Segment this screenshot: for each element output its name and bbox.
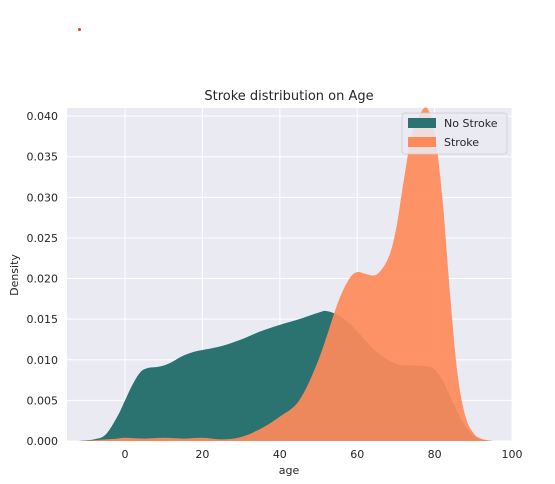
legend-swatch-no-stroke (408, 118, 436, 128)
marker-dot (78, 28, 81, 31)
stroke-area (78, 107, 493, 441)
x-tick-label: 20 (195, 448, 209, 461)
legend-swatch-stroke (408, 137, 436, 147)
legend-label-stroke: Stroke (444, 136, 479, 149)
x-tick-label: 0 (122, 448, 129, 461)
y-tick-label: 0.000 (27, 435, 59, 448)
x-axis-label: age (279, 464, 300, 477)
x-tick-label: 100 (502, 448, 523, 461)
legend: No Stroke Stroke (401, 112, 508, 155)
x-tick-label: 80 (428, 448, 442, 461)
y-tick-label: 0.040 (27, 110, 59, 123)
legend-label-no-stroke: No Stroke (444, 117, 498, 130)
y-tick-labels: 0.000 0.005 0.010 0.015 0.020 0.025 0.030 0.035… (27, 110, 59, 448)
x-tick-label: 40 (273, 448, 287, 461)
density-areas (78, 107, 493, 441)
y-tick-label: 0.025 (27, 232, 59, 245)
x-tick-labels: 0 20 40 60 80 100 (122, 448, 523, 461)
y-tick-label: 0.035 (27, 151, 59, 164)
y-tick-label: 0.030 (27, 191, 59, 204)
y-tick-label: 0.015 (27, 313, 59, 326)
chart-title: Stroke distribution on Age (204, 89, 373, 104)
y-tick-label: 0.005 (27, 394, 59, 407)
y-tick-label: 0.010 (27, 354, 59, 367)
y-axis-label: Density (8, 254, 21, 296)
y-tick-label: 0.020 (27, 273, 59, 286)
x-tick-label: 60 (350, 448, 364, 461)
